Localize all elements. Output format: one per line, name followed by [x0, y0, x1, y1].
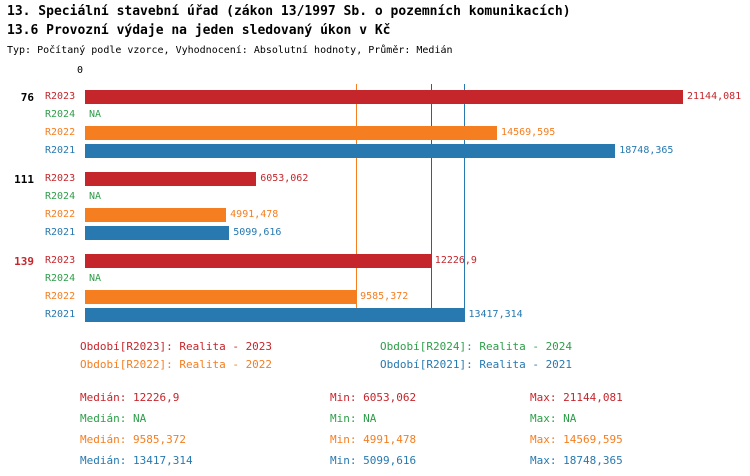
- value-label: 4991,478: [230, 209, 279, 220]
- value-label: 14569,595: [501, 127, 556, 138]
- bar-r2022: [85, 290, 357, 304]
- median-line-r2023: [430, 84, 432, 322]
- bar-r2022: [85, 208, 227, 222]
- bar-r2023: [85, 90, 683, 104]
- series-label-r2024: R2024: [45, 109, 76, 120]
- chart-meta: Typ: Počítaný podle vzorce, Vyhodnocení:…: [7, 45, 453, 56]
- legend-item-r2021: Období[R2021]: Realita - 2021: [380, 358, 573, 371]
- stat-median: Medián: 9585,372: [80, 433, 186, 446]
- axis-zero-label: 0: [76, 65, 83, 76]
- value-label: NA: [89, 191, 102, 202]
- median-line-r2022: [356, 84, 358, 322]
- bar-r2021: [85, 144, 616, 158]
- stat-min: Min: 5099,616: [330, 454, 417, 467]
- bar-r2021: [85, 226, 230, 240]
- series-label-r2023: R2023: [45, 91, 76, 102]
- series-label-r2022: R2022: [45, 209, 76, 220]
- value-label: 13417,314: [468, 309, 523, 320]
- chart-subtitle: 13.6 Provozní výdaje na jeden sledovaný …: [7, 23, 391, 38]
- stats-row-r2022: Medián: 9585,372 Min: 4991,478 Max: 1456…: [0, 433, 750, 447]
- value-label: NA: [89, 109, 102, 120]
- series-label-r2023: R2023: [45, 255, 76, 266]
- series-label-r2022: R2022: [45, 291, 76, 302]
- legend-item-r2022: Období[R2022]: Realita - 2022: [80, 358, 273, 371]
- group-id-label: 76: [20, 91, 34, 104]
- stats-row-r2021: Medián: 13417,314 Min: 5099,616 Max: 187…: [0, 454, 750, 468]
- value-label: 5099,616: [233, 227, 282, 238]
- stat-max: Max: NA: [530, 412, 577, 425]
- series-label-r2024: R2024: [45, 273, 76, 284]
- value-label: NA: [89, 273, 102, 284]
- bar-r2023: [85, 254, 431, 268]
- value-label: 6053,062: [260, 173, 309, 184]
- stat-min: Min: 6053,062: [330, 391, 417, 404]
- group-id-label: 139: [14, 255, 34, 268]
- value-label: 18748,365: [619, 145, 674, 156]
- series-label-r2021: R2021: [45, 227, 76, 238]
- group-id-label: 111: [14, 173, 34, 186]
- stats-row-r2024: Medián: NA Min: NA Max: NA: [0, 412, 750, 426]
- stat-median: Medián: 12226,9: [80, 391, 180, 404]
- stat-max: Max: 18748,365: [530, 454, 623, 467]
- bar-r2021: [85, 308, 465, 322]
- stat-max: Max: 21144,081: [530, 391, 623, 404]
- value-label: 21144,081: [687, 91, 742, 102]
- bar-r2022: [85, 126, 498, 140]
- series-label-r2021: R2021: [45, 309, 76, 320]
- legend-item-r2023: Období[R2023]: Realita - 2023: [80, 340, 273, 353]
- series-label-r2021: R2021: [45, 145, 76, 156]
- chart-title: 13. Speciální stavební úřad (zákon 13/19…: [7, 4, 571, 19]
- series-label-r2022: R2022: [45, 127, 76, 138]
- legend-item-r2024: Období[R2024]: Realita - 2024: [380, 340, 573, 353]
- stat-min: Min: NA: [330, 412, 377, 425]
- bar-r2023: [85, 172, 257, 186]
- stat-max: Max: 14569,595: [530, 433, 623, 446]
- series-label-r2023: R2023: [45, 173, 76, 184]
- value-label: 12226,9: [434, 255, 477, 266]
- stat-min: Min: 4991,478: [330, 433, 417, 446]
- series-label-r2024: R2024: [45, 191, 76, 202]
- value-label: 9585,372: [360, 291, 409, 302]
- stat-median: Medián: NA: [80, 412, 147, 425]
- median-line-r2021: [464, 84, 466, 322]
- stats-row-r2023: Medián: 12226,9 Min: 6053,062 Max: 21144…: [0, 391, 750, 405]
- stat-median: Medián: 13417,314: [80, 454, 193, 467]
